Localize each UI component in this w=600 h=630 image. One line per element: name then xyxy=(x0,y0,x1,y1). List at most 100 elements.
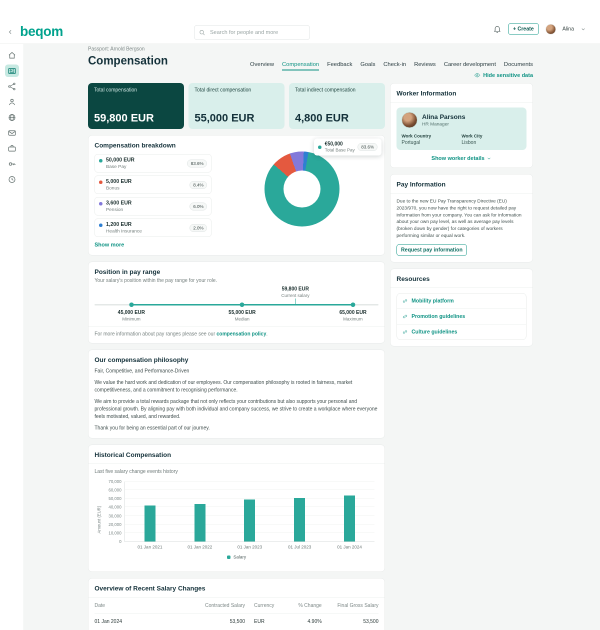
sidebar-item-network[interactable] xyxy=(5,80,19,93)
sidebar-item-clock[interactable] xyxy=(5,173,19,186)
search-input[interactable] xyxy=(209,29,305,36)
bar-group: 01 Jan 2024 xyxy=(325,482,375,550)
chart-tooltip: €50,000 Total Base Pay 83.6% xyxy=(314,138,382,156)
show-more-link[interactable]: Show more xyxy=(94,242,125,248)
user-avatar[interactable] xyxy=(545,23,556,35)
sidebar-item-briefcase[interactable] xyxy=(5,142,19,155)
divider xyxy=(390,102,533,103)
link-icon xyxy=(402,330,408,334)
breakdown-item: 50,000 EUR Base Pay 83.6% xyxy=(94,154,212,173)
request-pay-information-button[interactable]: Request pay information xyxy=(396,243,468,256)
y-axis-tick: 70,000 xyxy=(108,479,122,484)
series-color-dot xyxy=(318,145,322,149)
table-row[interactable]: 01 Jan 2024 53,500 EUR 4.90% 53,500 xyxy=(94,613,379,630)
salary-bar[interactable] xyxy=(344,495,356,542)
salary-bar[interactable] xyxy=(194,503,206,542)
page-title: Compensation xyxy=(88,54,168,67)
resource-link-mobility-platform[interactable]: Mobility platform xyxy=(397,293,526,308)
bar-group: 01 Jul 2023 xyxy=(275,482,325,550)
field-value: Portugal xyxy=(401,140,421,146)
search-icon xyxy=(199,29,205,35)
sidebar-item-globe[interactable] xyxy=(5,111,19,124)
pay-range-slider: 59,800 EUR Current salary 45,000 EUR Min… xyxy=(94,286,379,325)
resources-card: Resources Mobility platform Promotion gui… xyxy=(390,268,533,347)
gridline xyxy=(125,481,375,482)
resource-link-culture-guidelines[interactable]: Culture guidelines xyxy=(397,323,526,340)
worker-name: Alina Parsons xyxy=(422,113,466,121)
user-menu[interactable]: Alina xyxy=(562,26,574,32)
philosophy-paragraph: We value the hard work and dedication of… xyxy=(94,380,353,393)
person-icon xyxy=(8,98,15,105)
tab-feedback[interactable]: Feedback xyxy=(327,61,353,68)
column-header: Contracted Salary xyxy=(204,603,246,609)
main-content: Passport: Arnold Bergson Compensation Ov… xyxy=(88,44,533,630)
hide-sensitive-data-link[interactable]: Hide sensitive data xyxy=(474,72,533,79)
resource-link-promotion-guidelines[interactable]: Promotion guidelines xyxy=(397,308,526,324)
philosophy-paragraph: Fair, Competitive, and Performance-Drive… xyxy=(94,368,190,375)
median-caption: Median xyxy=(234,316,250,322)
tab-reviews[interactable]: Reviews xyxy=(414,61,436,68)
salary-changes-card: Overview of Recent Salary Changes Date Co… xyxy=(88,578,385,630)
section-title: Historical Compensation xyxy=(94,451,172,459)
tab-compensation[interactable]: Compensation xyxy=(282,62,320,71)
create-button[interactable]: + Create xyxy=(507,23,539,35)
salary-bar[interactable] xyxy=(144,505,156,542)
field-label: Work City xyxy=(461,133,483,139)
tab-goals[interactable]: Goals xyxy=(360,61,376,68)
divider xyxy=(390,287,533,288)
historical-compensation-card: Historical Compensation Last five salary… xyxy=(88,444,385,572)
mail-icon xyxy=(8,130,16,136)
sidebar-item-passport[interactable] xyxy=(4,64,19,77)
breakdown-percentage: 2.0% xyxy=(189,223,207,232)
tab-career-development[interactable]: Career development xyxy=(443,61,496,68)
divider xyxy=(390,193,533,194)
section-title: Position in pay range xyxy=(94,268,161,276)
tab-overview[interactable]: Overview xyxy=(250,61,275,68)
compensation-policy-link[interactable]: compensation policy xyxy=(216,331,267,338)
tab-documents[interactable]: Documents xyxy=(503,61,533,68)
pay-information-text: Due to the new EU Pay Transparency Direc… xyxy=(396,198,522,239)
column-header: Final Gross Salary xyxy=(337,603,379,609)
sidebar-item-key[interactable] xyxy=(5,158,19,171)
donut-chart[interactable] xyxy=(264,151,340,227)
breakdown-item: 5,000 EUR Bonus 8.4% xyxy=(94,175,212,194)
tooltip-label: Total Base Pay xyxy=(324,147,355,153)
x-axis-label: 01 Jan 2022 xyxy=(187,544,213,550)
median-amount: 55,000 EUR xyxy=(228,310,256,316)
sidebar-item-mail[interactable] xyxy=(5,127,19,140)
sidebar-item-person[interactable] xyxy=(5,96,19,109)
sidebar-collapse-button[interactable] xyxy=(7,28,14,35)
sidebar xyxy=(0,44,24,630)
app-logo: beqom xyxy=(20,24,64,39)
salary-history-chart: Amount (EUR) 0 10,000 20,000 30,000 40,000 50… xyxy=(95,479,379,566)
section-title: Resources xyxy=(396,274,430,283)
x-axis-label: 01 Jul 2023 xyxy=(288,544,312,550)
tab-check-in[interactable]: Check-in xyxy=(383,61,407,68)
y-axis-tick: 60,000 xyxy=(108,487,122,493)
notifications-button[interactable] xyxy=(493,25,502,34)
search-bar[interactable] xyxy=(194,25,310,40)
min-amount: 45,000 EUR xyxy=(117,310,146,316)
sidebar-item-home[interactable] xyxy=(5,49,19,62)
compensation-philosophy-card: Our compensation philosophy Fair, Compet… xyxy=(88,349,385,439)
gridline xyxy=(125,489,375,491)
chevron-down-icon xyxy=(487,157,491,160)
bar-group: 01 Jan 2022 xyxy=(175,482,225,550)
key-icon xyxy=(8,162,16,166)
breakdown-percentage: 8.4% xyxy=(189,180,207,189)
breadcrumb[interactable]: Passport: Arnold Bergson xyxy=(88,46,145,53)
network-icon xyxy=(7,82,16,91)
hide-sensitive-label: Hide sensitive data xyxy=(483,72,533,79)
y-axis-title: Amount (EUR) xyxy=(96,505,102,534)
pay-information-card: Pay Information Due to the new EU Pay Tr… xyxy=(390,174,533,263)
salary-bar[interactable] xyxy=(294,497,306,542)
series-color-dot xyxy=(99,180,103,184)
salary-bar[interactable] xyxy=(244,499,256,542)
chart-legend: Salary xyxy=(95,555,379,560)
show-worker-details-link[interactable]: Show worker details xyxy=(397,156,527,162)
home-icon xyxy=(8,51,15,59)
column-header: Currency xyxy=(254,603,275,609)
pay-range-dot-min xyxy=(129,302,134,307)
table-cell: 01 Jan 2024 xyxy=(94,613,197,630)
worker-panel: Alina Parsons HR Manager Work Country Po… xyxy=(396,107,527,150)
